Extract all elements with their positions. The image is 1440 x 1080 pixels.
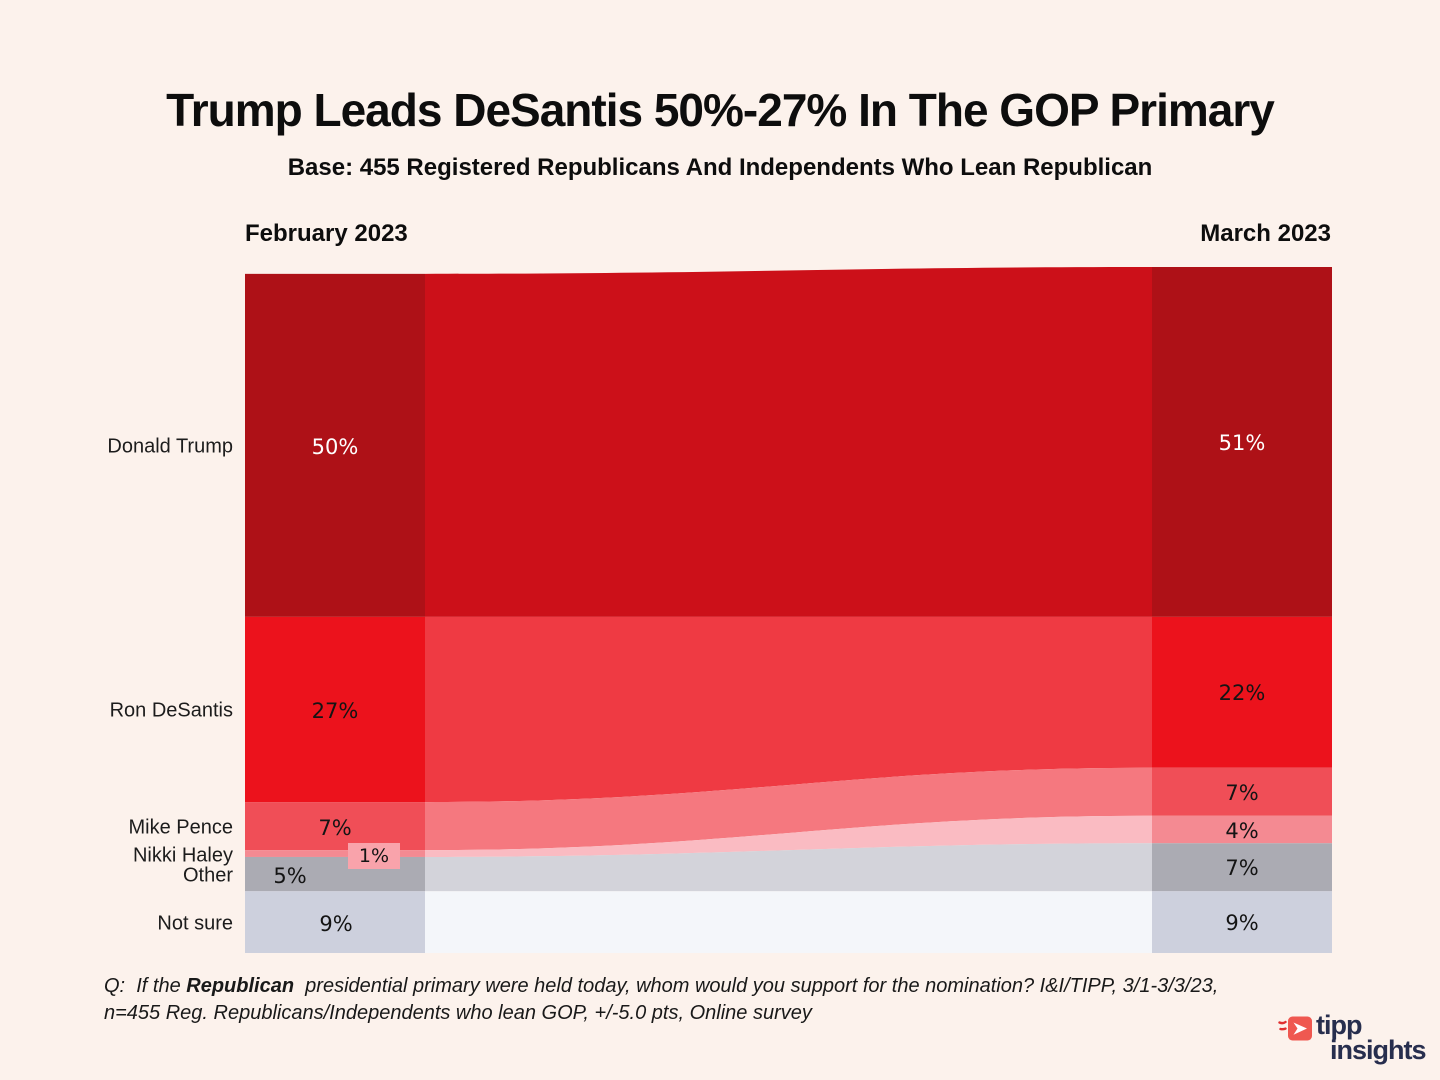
flow-mike-pence bbox=[425, 767, 1152, 851]
survey-footnote: Q: If the Republican presidential primar… bbox=[104, 973, 1374, 1027]
column-header-february: February 2023 bbox=[245, 220, 408, 247]
feb-bar-mike-pence bbox=[245, 802, 425, 851]
march-bar-ron-desantis bbox=[1152, 616, 1332, 768]
footnote-bold-word: Republican bbox=[186, 975, 295, 997]
flow-not-sure bbox=[425, 891, 1152, 953]
feb-bar-nikki-haley bbox=[245, 850, 425, 857]
column-header-march: March 2023 bbox=[1200, 220, 1331, 247]
march-bar-donald-trump bbox=[1152, 267, 1332, 617]
footnote-line-2: n=455 Reg. Republicans/Independents who … bbox=[104, 1002, 812, 1024]
arrow-play-icon bbox=[1278, 1016, 1312, 1041]
flow-nikki-haley bbox=[425, 815, 1152, 857]
march-bar-mike-pence bbox=[1152, 767, 1332, 816]
logo-word-insights: insights bbox=[1330, 1035, 1427, 1065]
feb-bar-other bbox=[245, 856, 425, 892]
flow-ron-desantis bbox=[425, 616, 1152, 803]
logo-word-tipp: tipp bbox=[1316, 1010, 1362, 1040]
feb-bar-donald-trump bbox=[245, 273, 425, 617]
flow-other bbox=[425, 843, 1152, 892]
flow-donald-trump bbox=[425, 267, 1152, 617]
page-title: Trump Leads DeSantis 50%-27% In The GOP … bbox=[166, 84, 1275, 136]
subtitle: Base: 455 Registered Republicans And Ind… bbox=[287, 154, 1153, 181]
tipp-insights-logo: tipp insights bbox=[1278, 1010, 1440, 1076]
footnote-line-1: Q: If the Republican presidential primar… bbox=[104, 975, 1219, 997]
feb-bar-not-sure bbox=[245, 891, 425, 953]
march-bar-nikki-haley bbox=[1152, 815, 1332, 844]
march-bar-not-sure bbox=[1152, 891, 1332, 953]
feb-bar-ron-desantis bbox=[245, 616, 425, 803]
march-bar-other bbox=[1152, 843, 1332, 892]
